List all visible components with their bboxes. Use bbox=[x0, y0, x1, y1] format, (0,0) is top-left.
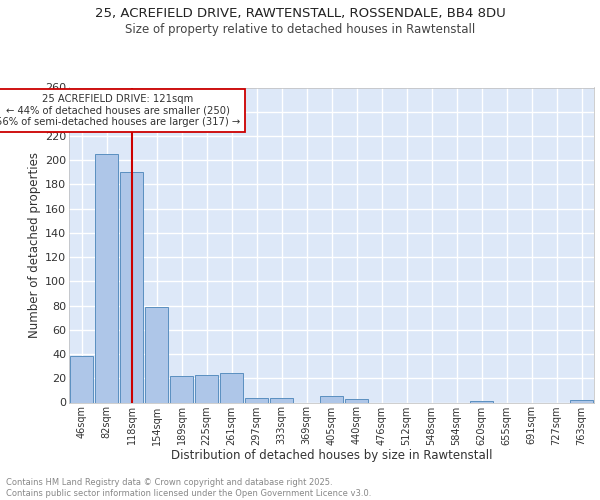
X-axis label: Distribution of detached houses by size in Rawtenstall: Distribution of detached houses by size … bbox=[171, 449, 492, 462]
Text: Size of property relative to detached houses in Rawtenstall: Size of property relative to detached ho… bbox=[125, 22, 475, 36]
Bar bbox=[95, 154, 118, 402]
Bar bbox=[170, 376, 193, 402]
Text: 25, ACREFIELD DRIVE, RAWTENSTALL, ROSSENDALE, BB4 8DU: 25, ACREFIELD DRIVE, RAWTENSTALL, ROSSEN… bbox=[95, 8, 505, 20]
Bar bbox=[70, 356, 93, 403]
Bar bbox=[220, 374, 243, 402]
Text: 25 ACREFIELD DRIVE: 121sqm
← 44% of detached houses are smaller (250)
56% of sem: 25 ACREFIELD DRIVE: 121sqm ← 44% of deta… bbox=[0, 94, 240, 127]
Y-axis label: Number of detached properties: Number of detached properties bbox=[28, 152, 41, 338]
Bar bbox=[245, 398, 268, 402]
Text: Contains HM Land Registry data © Crown copyright and database right 2025.
Contai: Contains HM Land Registry data © Crown c… bbox=[6, 478, 371, 498]
Bar bbox=[270, 398, 293, 402]
Bar bbox=[195, 374, 218, 402]
Bar bbox=[145, 307, 168, 402]
Bar bbox=[570, 400, 593, 402]
Bar bbox=[120, 172, 143, 402]
Bar bbox=[320, 396, 343, 402]
Bar bbox=[345, 399, 368, 402]
